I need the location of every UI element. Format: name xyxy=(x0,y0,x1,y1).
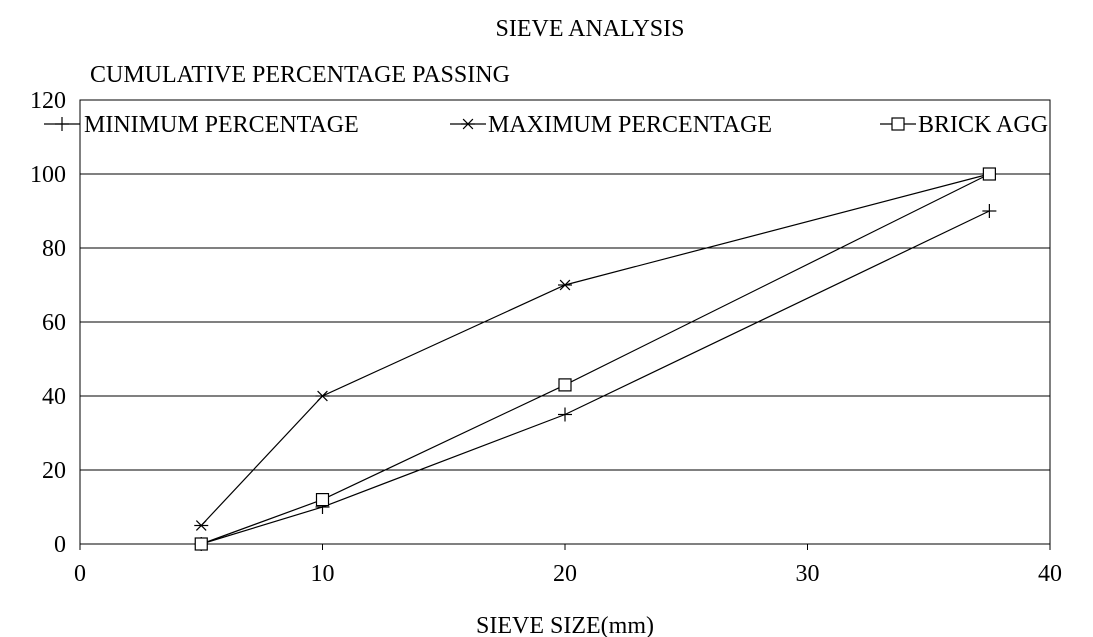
data-point-star xyxy=(315,390,330,402)
series-lines xyxy=(200,173,990,545)
series-line-2 xyxy=(200,173,990,526)
series-line-1 xyxy=(201,210,990,545)
y-tick-labels: 0 20 40 60 80 100 120 xyxy=(30,88,66,558)
y-tick-label: 0 xyxy=(54,532,66,558)
data-point-star xyxy=(194,520,209,531)
x-tick-labels: 0 10 20 30 40 xyxy=(74,561,1062,587)
legend-label: BRICK AGG xyxy=(918,112,1048,138)
data-point-plus xyxy=(558,407,572,422)
x-tick-label: 10 xyxy=(311,561,335,587)
y-tick-label: 40 xyxy=(42,384,66,410)
x-tick-label: 40 xyxy=(1038,561,1062,587)
data-point-square xyxy=(194,537,208,551)
x-tick-label: 0 xyxy=(74,561,86,587)
legend-marker-square xyxy=(891,117,905,131)
gridlines xyxy=(79,99,1051,550)
data-point-star xyxy=(558,279,572,291)
x-tick-label: 20 xyxy=(553,561,577,587)
data-point-square xyxy=(315,493,330,507)
legend-item: MINIMUM PERCENTAGE xyxy=(44,112,359,138)
y-tick-label: 60 xyxy=(42,310,66,336)
legend-label: MINIMUM PERCENTAGE xyxy=(84,112,359,138)
legend-marker-star xyxy=(461,118,475,130)
chart-title: SIEVE ANALYSIS xyxy=(496,16,685,42)
x-axis-label: SIEVE SIZE(mm) xyxy=(476,613,654,637)
legend-label: MAXIMUM PERCENTAGE xyxy=(488,112,772,138)
x-tick-label: 30 xyxy=(796,561,820,587)
data-point-plus xyxy=(982,204,997,218)
data-point-square xyxy=(558,378,572,392)
y-tick-label: 120 xyxy=(30,88,66,114)
series-line-3 xyxy=(201,173,990,545)
y-tick-label: 20 xyxy=(42,458,66,484)
y-tick-label: 100 xyxy=(30,162,66,188)
legend-marker-plus xyxy=(55,117,69,131)
legend-item: BRICK AGG xyxy=(880,112,1048,138)
series-markers xyxy=(194,167,997,551)
y-axis-label: CUMULATIVE PERCENTAGE PASSING xyxy=(90,62,510,88)
y-tick-label: 80 xyxy=(42,236,66,262)
data-point-square xyxy=(982,167,996,181)
legend: MINIMUM PERCENTAGE MAXIMUM PERCENTAGE BRIC… xyxy=(44,112,1048,138)
legend-item: MAXIMUM PERCENTAGE xyxy=(450,112,772,138)
